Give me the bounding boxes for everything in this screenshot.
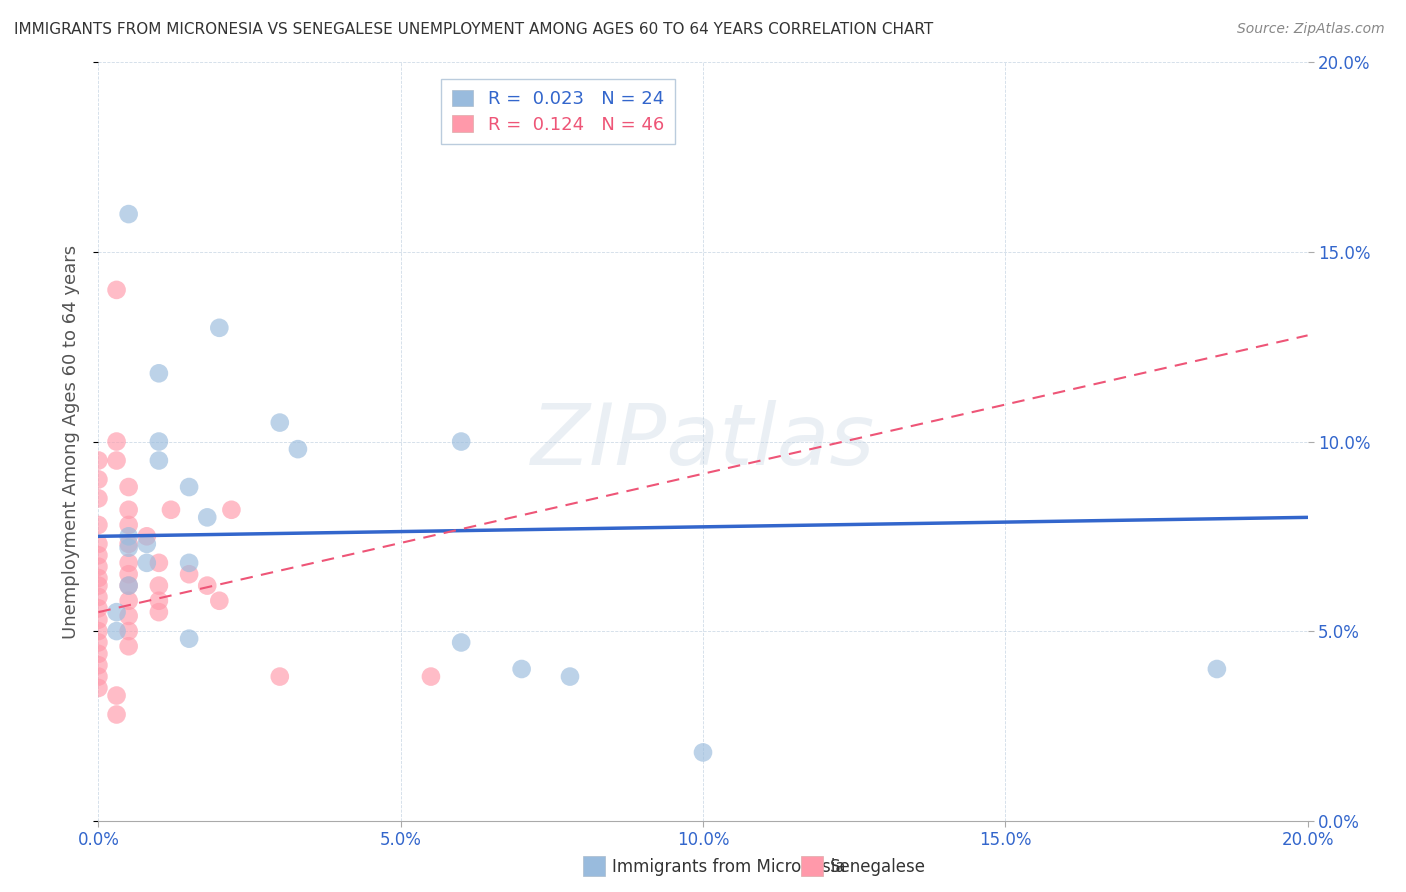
Point [87,635,110,649]
Point [269,669,291,684]
Text: Senegalese: Senegalese [830,858,925,876]
Point [1206,662,1229,676]
Point [87,590,110,604]
Point [87,537,110,551]
Point [105,434,128,449]
Point [148,579,170,593]
Legend: R =  0.023   N = 24, R =  0.124   N = 46: R = 0.023 N = 24, R = 0.124 N = 46 [441,79,675,145]
Y-axis label: Unemployment Among Ages 60 to 64 years: Unemployment Among Ages 60 to 64 years [62,244,80,639]
Point [87,669,110,684]
Point [195,579,218,593]
Point [87,579,110,593]
Point [179,567,201,582]
Point [87,613,110,627]
Point [118,639,141,653]
Point [179,632,201,646]
Point [450,434,472,449]
Point [135,529,157,543]
Point [160,503,183,517]
Point [105,453,128,467]
Point [118,529,141,543]
Point [87,571,110,585]
Point [221,503,243,517]
Point [87,601,110,615]
Point [87,647,110,661]
Point [105,624,128,639]
Point [118,503,141,517]
Point [118,624,141,639]
Point [148,366,170,380]
Point [148,453,170,467]
Point [87,681,110,695]
Point [135,537,157,551]
Point [87,517,110,532]
Point [87,658,110,673]
Text: ZIPatlas: ZIPatlas [531,400,875,483]
Point [87,559,110,574]
Point [208,594,231,608]
Point [87,491,110,506]
Point [118,609,141,624]
Point [87,624,110,639]
Point [105,689,128,703]
Point [148,434,170,449]
Point [118,594,141,608]
Point [420,669,443,684]
Point [118,207,141,221]
Text: Source: ZipAtlas.com: Source: ZipAtlas.com [1237,22,1385,37]
Point [87,473,110,487]
Text: Immigrants from Micronesia: Immigrants from Micronesia [612,858,845,876]
Point [510,662,533,676]
Point [105,283,128,297]
Point [148,556,170,570]
Point [208,320,231,334]
Point [135,556,157,570]
Point [87,548,110,563]
Point [105,707,128,722]
Point [450,635,472,649]
Point [87,453,110,467]
Point [148,605,170,619]
Point [179,480,201,494]
Point [558,669,581,684]
Point [118,567,141,582]
Point [287,442,309,457]
Point [118,556,141,570]
Point [105,605,128,619]
Point [118,579,141,593]
Point [118,579,141,593]
Point [118,517,141,532]
Text: IMMIGRANTS FROM MICRONESIA VS SENEGALESE UNEMPLOYMENT AMONG AGES 60 TO 64 YEARS : IMMIGRANTS FROM MICRONESIA VS SENEGALESE… [14,22,934,37]
Point [118,480,141,494]
Point [118,537,141,551]
Point [179,556,201,570]
Point [269,416,291,430]
Point [692,746,714,760]
Point [118,541,141,555]
Point [148,594,170,608]
Point [195,510,218,524]
